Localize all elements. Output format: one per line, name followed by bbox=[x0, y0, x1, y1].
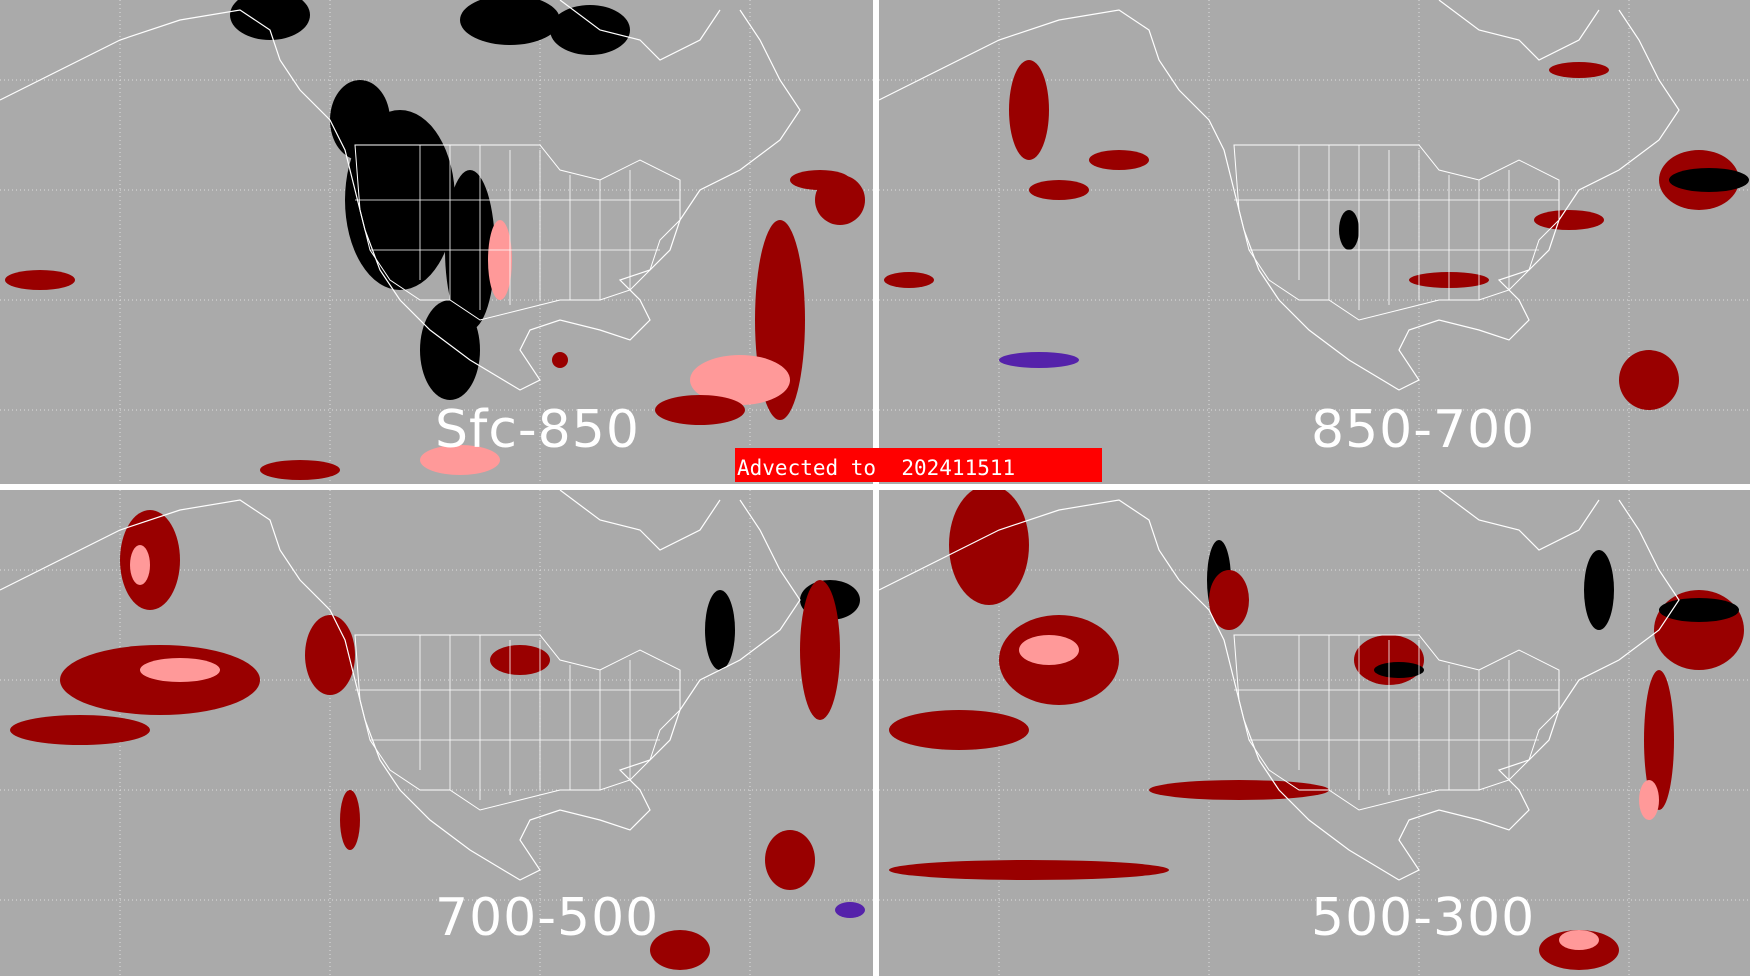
panel-label: 700-500 bbox=[435, 888, 660, 948]
data-patch bbox=[1584, 550, 1614, 630]
map-layer bbox=[0, 490, 873, 976]
map-layer bbox=[0, 0, 873, 484]
coastline bbox=[0, 0, 801, 391]
data-patch bbox=[140, 658, 220, 682]
data-patch bbox=[305, 615, 355, 695]
us-border bbox=[1233, 634, 1560, 811]
data-patch bbox=[10, 715, 150, 745]
data-patch bbox=[1644, 670, 1674, 810]
data-patch bbox=[949, 490, 1029, 605]
data-patch bbox=[1009, 60, 1049, 160]
map-layer bbox=[879, 490, 1750, 976]
data-patch bbox=[130, 545, 150, 585]
data-patch bbox=[889, 860, 1169, 880]
data-patch bbox=[1619, 350, 1679, 410]
data-patch bbox=[765, 830, 815, 890]
data-patch bbox=[835, 902, 865, 918]
data-patch bbox=[999, 352, 1079, 368]
data-patch bbox=[488, 220, 512, 300]
us-border bbox=[354, 634, 681, 811]
data-patch bbox=[550, 5, 630, 55]
map-layer bbox=[879, 0, 1750, 484]
panel-sfc-850: Sfc-850 bbox=[0, 0, 873, 484]
advected-banner: Advected to 202411511 bbox=[735, 448, 1102, 482]
data-patch bbox=[650, 930, 710, 970]
data-patch bbox=[420, 445, 500, 475]
data-patch bbox=[552, 352, 568, 368]
panel-label: 500-300 bbox=[1311, 888, 1536, 948]
us-border bbox=[354, 144, 681, 321]
panel-500-300: 500-300 bbox=[879, 490, 1750, 976]
panel-850-700: 850-700 bbox=[879, 0, 1750, 484]
data-patch bbox=[889, 710, 1029, 750]
panel-label: Sfc-850 bbox=[435, 400, 640, 460]
data-patch bbox=[330, 80, 390, 160]
data-patch bbox=[1559, 930, 1599, 950]
data-patch bbox=[230, 0, 310, 40]
data-patch bbox=[690, 355, 790, 405]
coastline bbox=[879, 0, 1680, 391]
data-patch bbox=[800, 580, 840, 720]
data-patch bbox=[120, 510, 180, 610]
coastline bbox=[0, 490, 801, 881]
data-patch bbox=[655, 395, 745, 425]
data-patch bbox=[1669, 168, 1749, 192]
us-border bbox=[1233, 144, 1560, 321]
data-patch bbox=[705, 590, 735, 670]
data-patch bbox=[884, 272, 934, 288]
data-patch bbox=[460, 0, 560, 45]
coastline bbox=[879, 490, 1680, 881]
data-patch bbox=[490, 645, 550, 675]
data-patch bbox=[1374, 662, 1424, 678]
data-patch bbox=[420, 300, 480, 400]
data-patch bbox=[5, 270, 75, 290]
panel-700-500: 700-500 bbox=[0, 490, 873, 976]
data-patch bbox=[1019, 635, 1079, 665]
data-patch bbox=[1029, 180, 1089, 200]
data-patch bbox=[790, 170, 850, 190]
data-patch bbox=[1659, 598, 1739, 622]
data-patch bbox=[1209, 570, 1249, 630]
data-patch bbox=[260, 460, 340, 480]
data-patch bbox=[340, 790, 360, 850]
data-patch bbox=[1339, 210, 1359, 250]
data-patch bbox=[1639, 780, 1659, 820]
data-patch bbox=[1549, 62, 1609, 78]
data-patch bbox=[1534, 210, 1604, 230]
data-patch bbox=[1089, 150, 1149, 170]
panel-label: 850-700 bbox=[1311, 400, 1536, 460]
